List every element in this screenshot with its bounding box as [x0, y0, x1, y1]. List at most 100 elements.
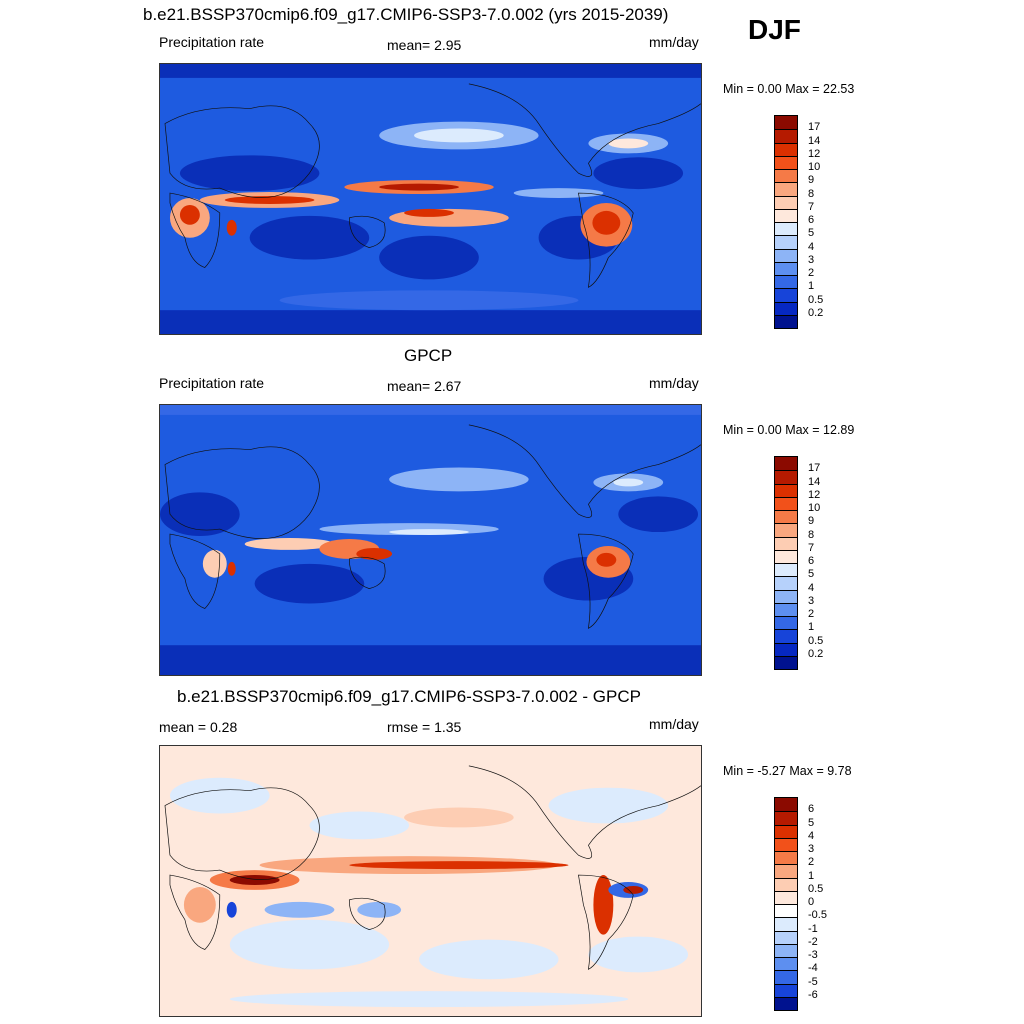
colorbar-swatch	[775, 642, 797, 656]
colorbar-tick-label: 5	[808, 227, 815, 240]
colorbar-swatch	[775, 155, 797, 169]
colorbar-tick-label: 2	[808, 856, 815, 869]
colorbar-tick-label: 2	[808, 267, 815, 279]
map-model	[159, 63, 702, 335]
colorbar-swatch	[775, 970, 797, 984]
colorbar-swatch	[775, 536, 797, 550]
colorbar-tick-label: 3	[808, 253, 815, 266]
colorbar-swatch	[775, 457, 797, 471]
colorbar-tick-label: 8	[808, 187, 815, 200]
panel-rmse-label-diff: rmse = 1.35	[387, 719, 462, 735]
colorbar-tick-label: 0.2	[808, 306, 824, 319]
colorbar-tick-label: 7	[808, 200, 815, 213]
season-label: DJF	[748, 14, 801, 45]
colorbar-tick-label: 1	[808, 280, 815, 293]
colorbar-swatch	[775, 957, 797, 971]
colorbar-tick-label: -0.5	[808, 909, 827, 922]
panel-title-diff: b.e21.BSSP370cmip6.f09_g17.CMIP6-SSP3-7.…	[177, 687, 641, 706]
colorbar-tick-label: 6	[808, 214, 815, 226]
colorbar-tick-label: -6	[808, 988, 818, 1001]
colorbar-tick-label: 12	[808, 147, 821, 160]
colorbar-obs	[774, 456, 798, 670]
colorbar-tick-label: 6	[808, 803, 815, 816]
colorbar-tick-label: 6	[808, 555, 815, 567]
colorbar-swatch	[775, 208, 797, 222]
colorbar-tick-label: 7	[808, 541, 815, 554]
colorbar-tick-label: 5	[808, 816, 815, 829]
colorbar-swatch	[775, 837, 797, 851]
colorbar-tick-label: 0.5	[808, 882, 824, 895]
colorbar-tick-label: 9	[808, 515, 815, 528]
colorbar-tick-label: -4	[808, 962, 818, 975]
map-canvas-obs	[160, 405, 701, 675]
panel-minmax-model: Min = 0.00 Max = 22.53	[723, 82, 855, 96]
colorbar-swatch	[775, 142, 797, 156]
colorbar-tick-label: 9	[808, 174, 815, 187]
panel-title-obs: GPCP	[404, 346, 453, 365]
panel-left-label-model: Precipitation rate	[159, 34, 265, 50]
colorbar-swatch	[775, 877, 797, 891]
colorbar-swatch	[775, 301, 797, 315]
colorbar-swatch	[775, 629, 797, 643]
colorbar-swatch	[775, 602, 797, 616]
colorbar-swatch	[775, 996, 797, 1010]
panel-mean-label-obs: mean= 2.67	[387, 378, 462, 394]
map-canvas-model	[160, 64, 701, 334]
colorbar-tick-label: 2	[808, 608, 815, 620]
colorbar-swatch	[775, 616, 797, 630]
panel-units-model: mm/day	[649, 34, 699, 50]
map-obs	[159, 404, 702, 676]
colorbar-swatch	[775, 930, 797, 944]
colorbar-swatch	[775, 275, 797, 289]
colorbar-tick-label: 17	[808, 462, 821, 475]
colorbar-swatch	[775, 496, 797, 510]
colorbar-swatch	[775, 288, 797, 302]
colorbar-swatch	[775, 864, 797, 878]
colorbar-tick-label: 0.2	[808, 647, 824, 660]
colorbar-swatch	[775, 890, 797, 904]
colorbar-tick-label: 4	[808, 240, 815, 253]
colorbar-tick-label: 3	[808, 843, 815, 855]
colorbar-swatch	[775, 248, 797, 262]
panel-minmax-diff: Min = -5.27 Max = 9.78	[723, 764, 852, 778]
colorbar-tick-label: 12	[808, 488, 821, 501]
colorbar-swatch	[775, 182, 797, 196]
map-canvas-diff	[160, 746, 701, 1016]
colorbar-swatch	[775, 235, 797, 249]
colorbar-tick-label: 4	[808, 829, 815, 842]
colorbar-tick-label: 10	[808, 502, 821, 514]
panel-mean-label-diff: mean = 0.28	[159, 719, 238, 735]
colorbar-tick-label: 3	[808, 594, 815, 607]
colorbar-swatch	[775, 261, 797, 275]
colorbar-swatch	[775, 917, 797, 931]
colorbar-swatch	[775, 116, 797, 130]
colorbar-swatch	[775, 589, 797, 603]
colorbar-tick-label: 4	[808, 581, 815, 594]
colorbar-swatch	[775, 655, 797, 669]
colorbar-swatch	[775, 824, 797, 838]
colorbar-tick-label: 14	[808, 134, 821, 147]
colorbar-tick-label: 8	[808, 528, 815, 541]
colorbar-swatch	[775, 798, 797, 812]
colorbar-swatch	[775, 851, 797, 865]
colorbar-swatch	[775, 222, 797, 236]
colorbar-swatch	[775, 576, 797, 590]
colorbar-diff	[774, 797, 798, 1011]
colorbar-swatch	[775, 904, 797, 918]
colorbar-tick-label: -5	[808, 975, 818, 988]
colorbar-tick-label: 1	[808, 869, 815, 882]
colorbar-tick-label: 10	[808, 161, 821, 173]
panel-units-diff: mm/day	[649, 716, 699, 732]
colorbar-swatch	[775, 983, 797, 997]
colorbar-swatch	[775, 549, 797, 563]
colorbar-swatch	[775, 563, 797, 577]
colorbar-swatch	[775, 510, 797, 524]
colorbar-model	[774, 115, 798, 329]
colorbar-swatch	[775, 811, 797, 825]
colorbar-swatch	[775, 195, 797, 209]
colorbar-swatch	[775, 943, 797, 957]
map-diff	[159, 745, 702, 1017]
colorbar-swatch	[775, 129, 797, 143]
colorbar-swatch	[775, 314, 797, 328]
colorbar-tick-label: 1	[808, 621, 815, 634]
